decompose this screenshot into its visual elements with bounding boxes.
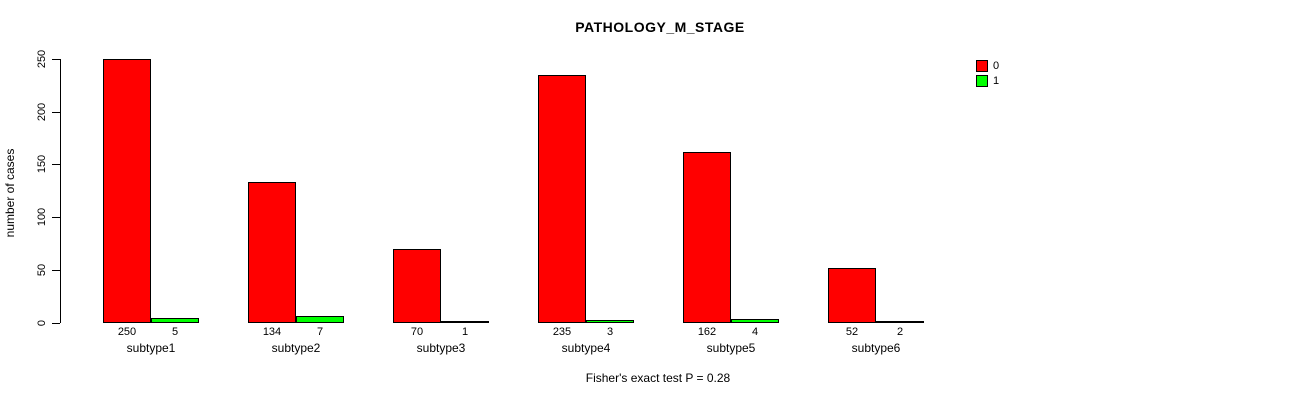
y-tick-label: 50 xyxy=(36,263,48,277)
bar-value-label: 1 xyxy=(461,326,469,338)
y-tick-label: 0 xyxy=(36,319,48,327)
y-tick xyxy=(52,112,60,113)
category-label: subtype1 xyxy=(126,341,176,355)
y-axis-label: number of cases xyxy=(3,148,17,238)
y-tick xyxy=(52,164,60,165)
legend-label-1: 1 xyxy=(993,74,1000,87)
legend-swatch-1 xyxy=(976,74,988,87)
category-label: subtype6 xyxy=(851,341,901,355)
bar-series-0 xyxy=(248,182,296,323)
chart-footer: Fisher's exact test P = 0.28 xyxy=(585,371,731,385)
bar-series-0 xyxy=(538,75,586,323)
y-tick xyxy=(52,217,60,218)
bar-value-label: 7 xyxy=(316,326,324,338)
y-tick xyxy=(52,323,60,324)
chart-title: PATHOLOGY_M_STAGE xyxy=(575,19,745,35)
bar-value-label: 4 xyxy=(751,326,759,338)
bar-series-1 xyxy=(151,318,199,323)
bar-value-label: 3 xyxy=(606,326,614,338)
bar-value-label: 162 xyxy=(697,326,717,338)
category-label: subtype4 xyxy=(561,341,611,355)
bar-series-0 xyxy=(103,59,151,323)
bar-series-0 xyxy=(828,268,876,323)
legend-item-1: 1 xyxy=(976,73,999,88)
y-tick-label: 250 xyxy=(36,49,48,69)
y-tick-label: 100 xyxy=(36,207,48,227)
bar-series-1 xyxy=(731,319,779,323)
bar-series-0 xyxy=(683,152,731,323)
bar-value-label: 5 xyxy=(171,326,179,338)
bar-value-label: 70 xyxy=(410,326,424,338)
bar-series-0 xyxy=(393,249,441,323)
y-tick xyxy=(52,270,60,271)
y-tick-label: 200 xyxy=(36,102,48,122)
bar-series-1 xyxy=(586,320,634,323)
bar-value-label: 250 xyxy=(117,326,137,338)
bar-value-label: 235 xyxy=(552,326,572,338)
bar-value-label: 52 xyxy=(845,326,859,338)
bar-series-1 xyxy=(876,321,924,323)
category-label: subtype3 xyxy=(416,341,466,355)
bar-series-1 xyxy=(296,316,344,323)
legend-label-0: 0 xyxy=(993,59,1000,72)
y-tick xyxy=(52,59,60,60)
category-label: subtype2 xyxy=(271,341,321,355)
category-label: subtype5 xyxy=(706,341,756,355)
bar-series-1 xyxy=(441,321,489,323)
y-axis-line xyxy=(60,59,61,323)
bar-value-label: 134 xyxy=(262,326,282,338)
y-tick-label: 150 xyxy=(36,154,48,174)
bar-value-label: 2 xyxy=(896,326,904,338)
legend: 0 1 xyxy=(976,58,999,88)
legend-swatch-0 xyxy=(976,59,988,72)
legend-item-0: 0 xyxy=(976,58,999,73)
